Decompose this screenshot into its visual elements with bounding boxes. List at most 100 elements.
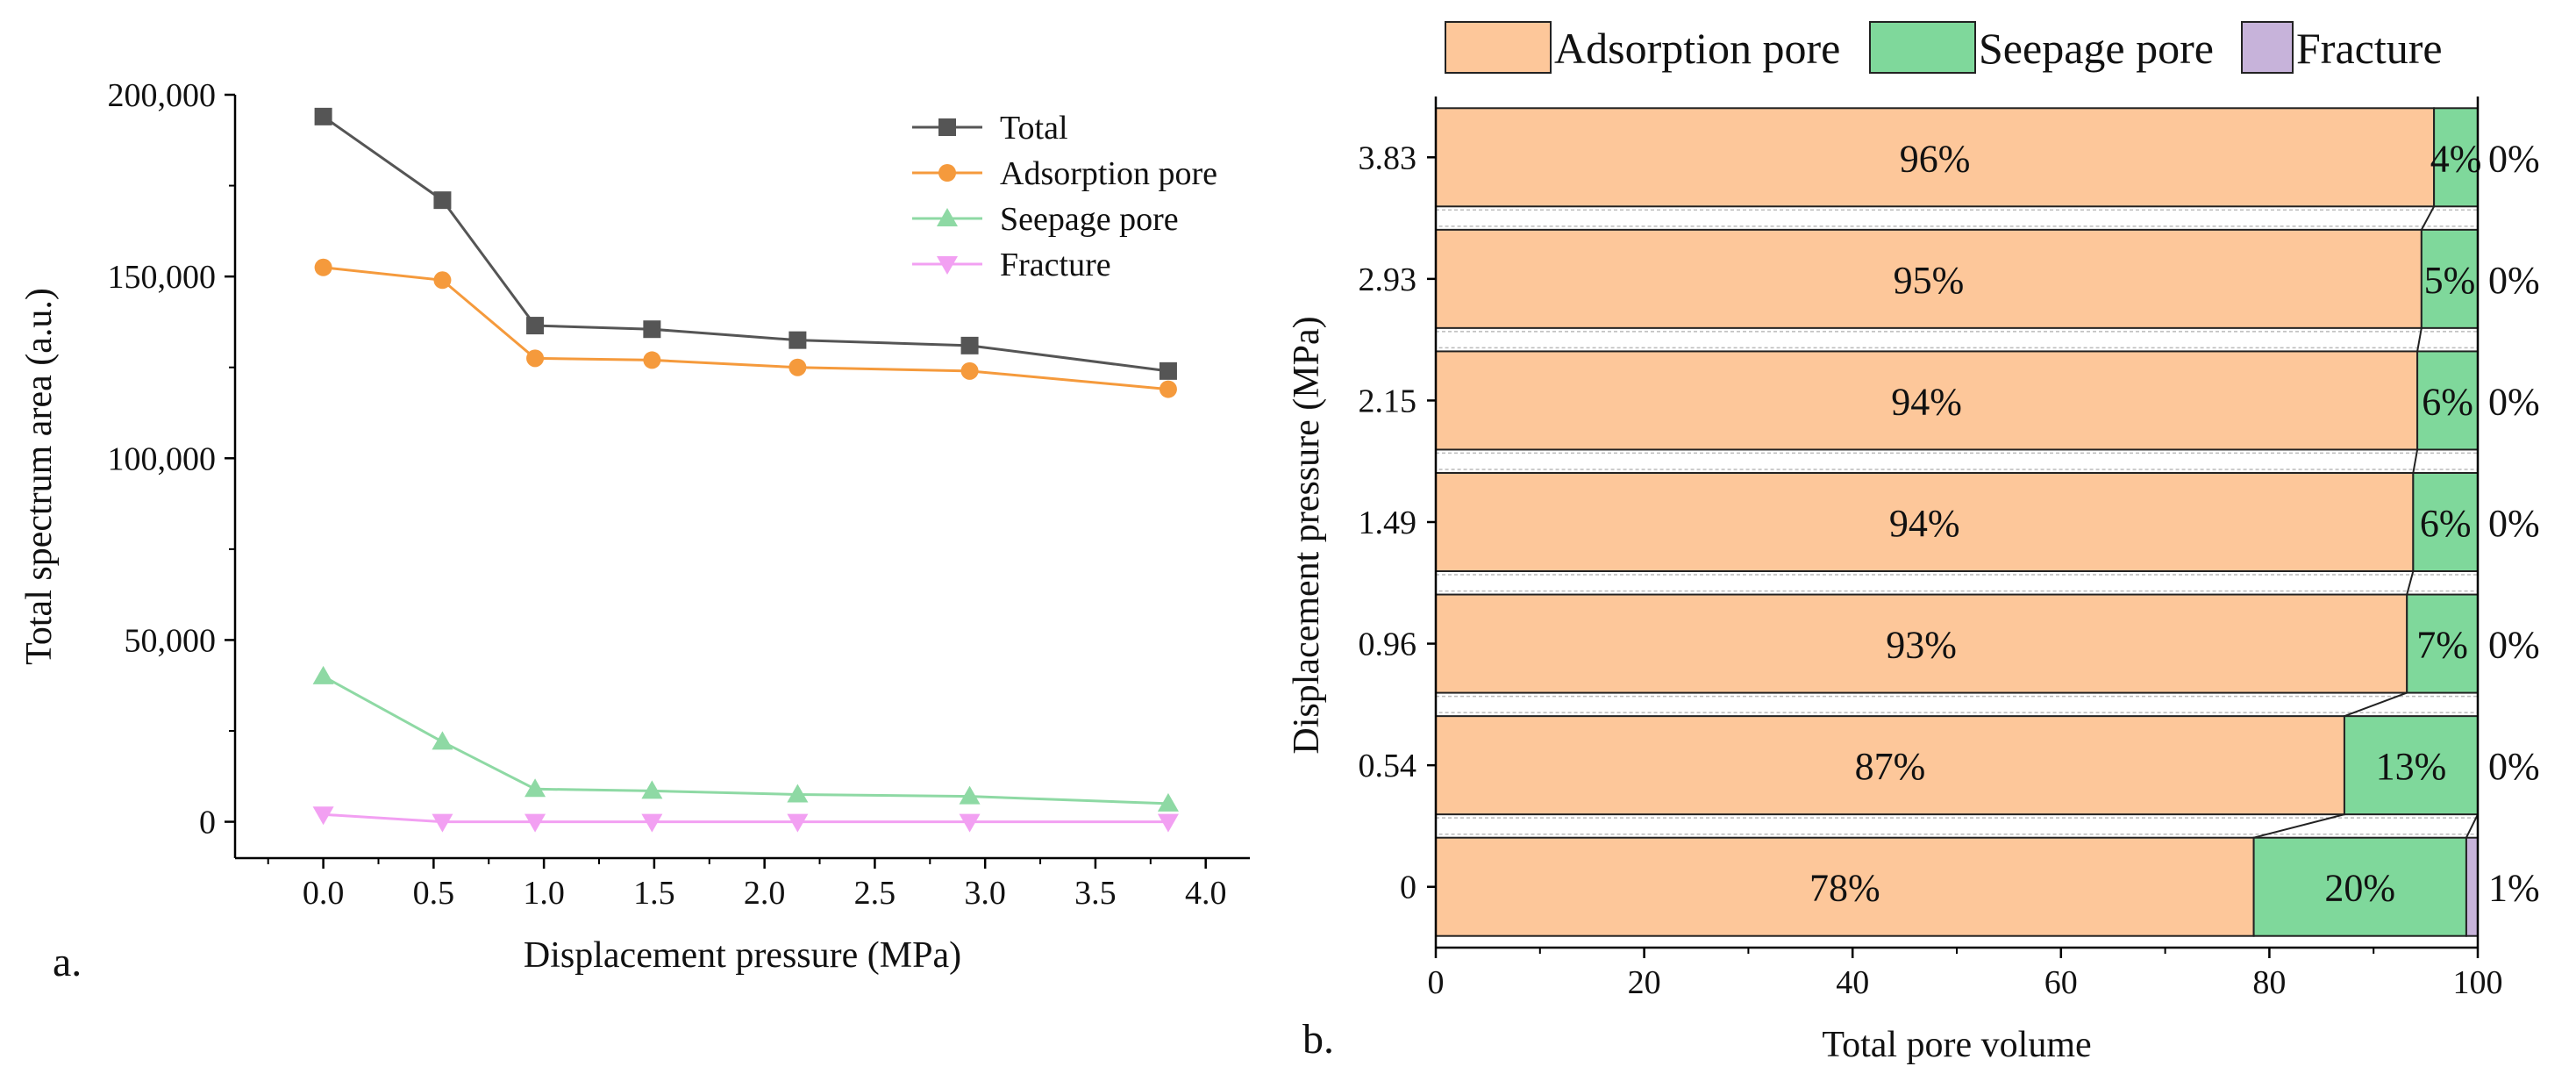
legend-marker-adsorption-pore bbox=[938, 164, 956, 182]
data-point-total bbox=[643, 320, 661, 339]
data-point-total bbox=[314, 107, 332, 125]
chart-b-stacked-bar: 78% 20% 1% 0 87% 13% 0% 0.54 93% 7% 0% 0.96 94% 6% 0% 1… bbox=[1287, 21, 2540, 1065]
data-label-seepage-pore: 4% bbox=[2430, 137, 2482, 180]
x-tick-label: 2.0 bbox=[744, 875, 786, 912]
legend-a: Total Adsorption pore Seepage pore Fracture bbox=[912, 110, 1217, 283]
bar-gap-band bbox=[1435, 452, 2479, 470]
data-label-fracture: 0% bbox=[2488, 259, 2540, 302]
data-label-seepage-pore: 6% bbox=[2422, 380, 2473, 423]
legend-swatch-seepage-pore bbox=[1869, 21, 1976, 74]
bar-group-0-96: 93% 7% 0% bbox=[1435, 593, 2540, 694]
data-label-fracture: 0% bbox=[2488, 624, 2540, 667]
data-point-fracture bbox=[641, 813, 663, 833]
bar-segment-seepage-pore bbox=[2416, 350, 2479, 451]
x-axis-title: Displacement pressure (MPa) bbox=[524, 935, 961, 976]
bar-segment-adsorption-pore bbox=[1435, 836, 2255, 937]
legend-label-fracture: Fracture bbox=[1000, 247, 1111, 283]
panel-label-b: b. bbox=[1302, 1016, 1334, 1063]
bar-segment-adsorption-pore bbox=[1435, 715, 2345, 816]
connector-line bbox=[2344, 691, 2408, 718]
data-point-fracture bbox=[524, 813, 546, 833]
data-label-adsorption-pore: 78% bbox=[1809, 867, 1880, 910]
connector-line bbox=[2420, 205, 2435, 231]
y-tick-label: 200,000 bbox=[108, 77, 217, 114]
series-adsorption-pore bbox=[314, 258, 1177, 398]
legend-label-adsorption-pore: Adsorption pore bbox=[1000, 155, 1217, 192]
data-point-seepage-pore bbox=[312, 665, 334, 684]
y-tick-label: 150,000 bbox=[108, 259, 217, 296]
data-point-total bbox=[1159, 361, 1177, 380]
y-axis-title: Displacement pressure (MPa) bbox=[1287, 316, 1327, 754]
bar-gap-band bbox=[1435, 331, 2479, 349]
data-point-total bbox=[788, 331, 807, 349]
legend-swatch-fracture bbox=[2241, 21, 2294, 74]
data-label-adsorption-pore: 87% bbox=[1855, 745, 1926, 788]
bar-segment-seepage-pore bbox=[2433, 107, 2480, 208]
data-label-fracture: 0% bbox=[2488, 745, 2540, 788]
legend-label-seepage-pore: Seepage pore bbox=[1979, 24, 2214, 73]
legend-marker-seepage-pore bbox=[937, 208, 958, 226]
connector-line bbox=[2406, 570, 2415, 595]
data-label-fracture: 1% bbox=[2488, 867, 2540, 910]
data-point-adsorption-pore bbox=[526, 349, 545, 368]
bar-group-0: 78% 20% 1% bbox=[1435, 836, 2540, 937]
data-label-fracture: 0% bbox=[2488, 137, 2540, 180]
x-tick-label: 2.5 bbox=[854, 875, 896, 912]
data-label-seepage-pore: 7% bbox=[2416, 624, 2468, 667]
connector-line bbox=[2465, 813, 2479, 839]
data-label-adsorption-pore: 94% bbox=[1889, 502, 1960, 545]
y-tick-label: 3.83 bbox=[1359, 140, 1417, 176]
y-tick-label: 0.96 bbox=[1359, 626, 1417, 663]
y-tick-label: 0.54 bbox=[1359, 748, 1417, 784]
bar-segment-seepage-pore bbox=[2406, 593, 2480, 694]
x-tick-label: 20 bbox=[1628, 964, 1661, 1001]
data-point-fracture bbox=[787, 813, 809, 833]
legend-label-total: Total bbox=[1000, 110, 1068, 147]
legend-label-adsorption-pore: Adsorption pore bbox=[1554, 24, 1840, 73]
data-label-adsorption-pore: 94% bbox=[1891, 380, 1962, 423]
connector-line bbox=[2412, 449, 2419, 474]
data-point-seepage-pore bbox=[959, 785, 981, 805]
data-point-fracture bbox=[432, 813, 453, 833]
data-point-seepage-pore bbox=[641, 780, 663, 799]
data-label-fracture: 0% bbox=[2488, 380, 2540, 423]
series-fracture bbox=[312, 806, 1179, 833]
data-point-total bbox=[960, 336, 979, 354]
bar-group-1-49: 94% 6% 0% bbox=[1435, 472, 2540, 572]
bar-segment-seepage-pore bbox=[2252, 836, 2467, 937]
data-point-fracture bbox=[312, 806, 334, 826]
bar-gap-band bbox=[1435, 574, 2479, 592]
connector-line bbox=[2253, 813, 2345, 839]
x-tick-label: 4.0 bbox=[1185, 875, 1227, 912]
x-tick-label: 40 bbox=[1836, 964, 1869, 1001]
legend-marker-total bbox=[938, 118, 956, 136]
y-tick-label: 2.93 bbox=[1359, 261, 1417, 298]
bar-segment-seepage-pore bbox=[2412, 472, 2479, 572]
data-point-adsorption-pore bbox=[433, 271, 452, 290]
bar-segment-adsorption-pore bbox=[1435, 107, 2436, 208]
y-axis-title: Total spectrum area (a.u.) bbox=[19, 288, 60, 665]
x-tick-label: 60 bbox=[2044, 964, 2078, 1001]
series-seepage-pore bbox=[312, 665, 1179, 812]
bar-segment-adsorption-pore bbox=[1435, 472, 2415, 572]
data-label-seepage-pore: 6% bbox=[2420, 502, 2472, 545]
bar-group-2-93: 95% 5% 0% bbox=[1435, 228, 2540, 329]
y-tick-label: 0 bbox=[199, 805, 216, 841]
data-point-seepage-pore bbox=[524, 778, 546, 798]
series-total bbox=[314, 107, 1177, 380]
bar-gap-band bbox=[1435, 209, 2479, 227]
x-tick-label: 0 bbox=[1428, 964, 1445, 1001]
data-point-adsorption-pore bbox=[960, 361, 979, 380]
data-label-seepage-pore: 13% bbox=[2376, 745, 2447, 788]
legend-label-seepage-pore: Seepage pore bbox=[1000, 201, 1179, 238]
legend-swatch-adsorption-pore bbox=[1445, 21, 1552, 74]
bar-group-3-83: 96% 4% 0% bbox=[1435, 107, 2540, 208]
data-point-fracture bbox=[1157, 813, 1179, 833]
chart-a-line: 0 50,000 100,000 150,000 200,000 0.0 0.5 1.0 1.5… bbox=[19, 77, 1250, 976]
data-label-fracture: 0% bbox=[2488, 502, 2540, 545]
y-tick-label: 50,000 bbox=[125, 622, 217, 659]
data-label-adsorption-pore: 96% bbox=[1900, 137, 1971, 180]
x-tick-label: 3.0 bbox=[964, 875, 1006, 912]
bar-segment-seepage-pore bbox=[2420, 228, 2479, 329]
